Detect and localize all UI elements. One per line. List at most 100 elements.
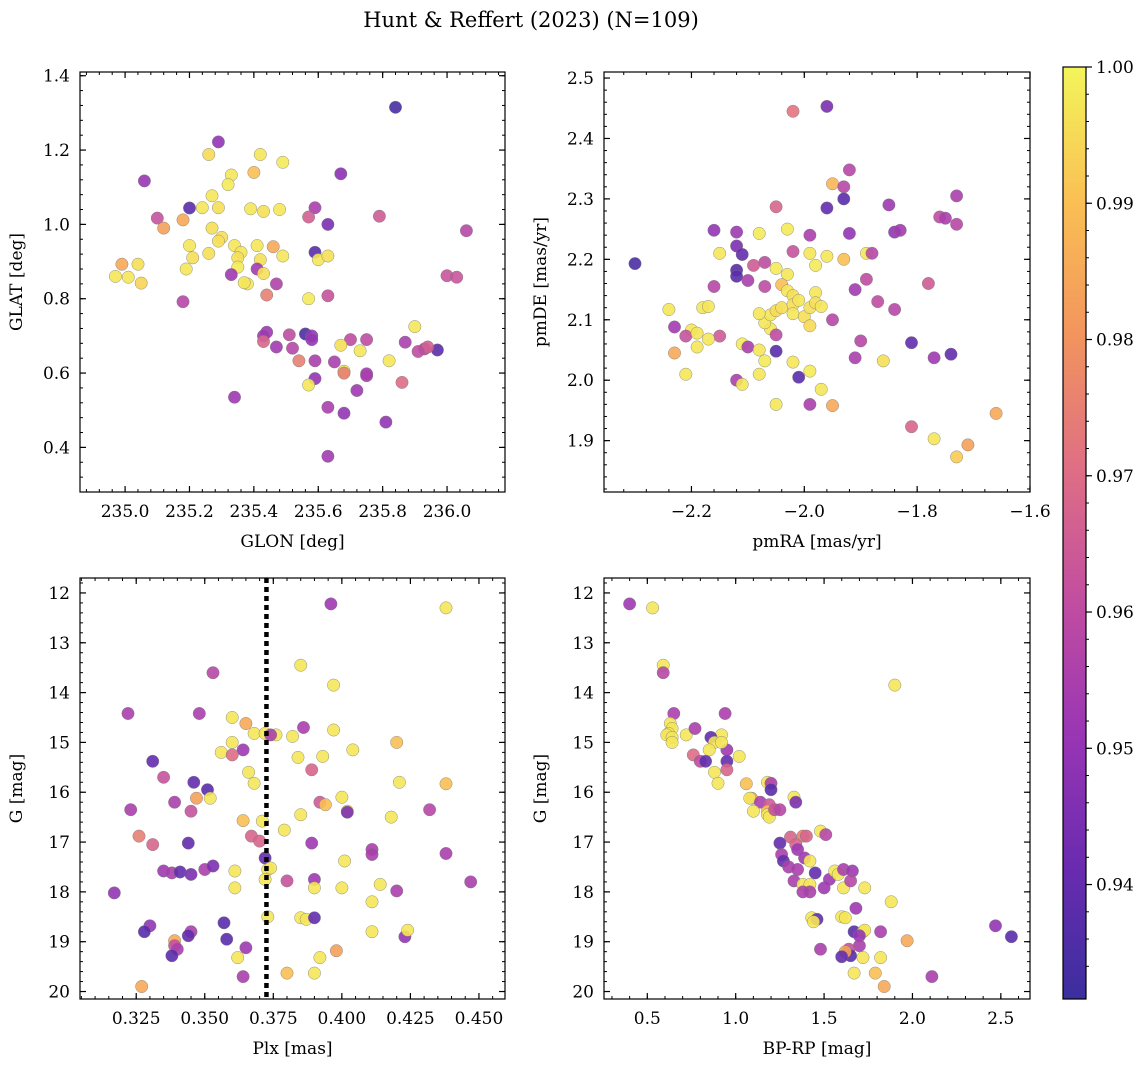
- scatter-point: [707, 223, 721, 237]
- scatter-point: [769, 261, 783, 275]
- scatter-point: [282, 328, 296, 342]
- scatter-point: [708, 765, 721, 779]
- scatter-point: [679, 329, 693, 343]
- scatter-point: [702, 300, 715, 313]
- scatter-point: [184, 804, 198, 818]
- scatter-point: [157, 221, 171, 235]
- y-tick-label: 2.2: [567, 250, 594, 270]
- x-tick-label: 235.8: [358, 502, 407, 522]
- scatter-point: [392, 775, 406, 789]
- y-tick-label: 0.6: [43, 364, 70, 384]
- x-axis-label: BP-RP [mag]: [763, 1039, 872, 1059]
- scatter-point: [286, 341, 299, 355]
- scatter-points: [623, 597, 1018, 993]
- y-tick-label: 20: [48, 983, 70, 1003]
- scatter-point: [257, 204, 270, 218]
- x-tick-label: 0.5: [634, 1009, 661, 1029]
- scatter-point: [228, 881, 242, 895]
- scatter-point: [168, 795, 182, 809]
- scatter-point: [814, 300, 828, 313]
- scatter-point: [286, 730, 299, 743]
- scatter-point: [321, 449, 335, 463]
- scatter-point: [247, 727, 261, 740]
- scatter-point: [337, 406, 351, 420]
- scatter-point: [344, 333, 357, 346]
- scatter-point: [411, 345, 425, 358]
- scatter-point: [792, 293, 806, 307]
- x-tick-label: 0.450: [455, 1009, 504, 1029]
- scatter-point: [668, 346, 681, 360]
- scatter-point: [807, 915, 820, 929]
- scatter-point: [379, 415, 393, 429]
- scatter-point: [884, 895, 898, 909]
- scatter-point: [758, 255, 772, 269]
- scatter-point: [837, 180, 851, 194]
- y-tick-label: 19: [48, 933, 70, 953]
- colorbar-tick-label: 0.97: [1096, 467, 1134, 487]
- scatter-point: [786, 307, 800, 321]
- scatter-point: [313, 951, 327, 964]
- scatter-point: [211, 135, 225, 149]
- scatter-point: [900, 934, 914, 948]
- scatter-point: [826, 313, 839, 327]
- colorbar-gradient: [1062, 66, 1087, 1000]
- y-tick-label: 18: [48, 883, 70, 903]
- scatter-point: [109, 269, 122, 283]
- scatter-point: [225, 711, 239, 724]
- scatter-point: [877, 980, 891, 993]
- scatter-point: [146, 754, 160, 768]
- x-tick-label: 0.400: [318, 1009, 367, 1029]
- x-tick-label: −2.0: [784, 502, 825, 522]
- scatter-point: [173, 865, 187, 879]
- x-tick-label: 235.6: [294, 502, 343, 522]
- scatter-point: [115, 257, 129, 271]
- scatter-point: [854, 334, 868, 348]
- x-tick-label: 0.375: [249, 1009, 298, 1029]
- scatter-point: [939, 211, 952, 225]
- panel-1: 235.0 235.2 235.4 235.6 235.8 236.0 0.4 0.6 0.8 1…: [7, 67, 506, 552]
- scatter-point: [679, 367, 693, 381]
- scatter-point: [769, 397, 783, 411]
- scatter-point: [820, 201, 834, 215]
- scatter-point: [157, 770, 171, 784]
- scatter-point: [662, 303, 676, 316]
- colorbar-tick-label: 1.00: [1096, 58, 1134, 78]
- scatter-point: [690, 340, 704, 354]
- scatter-point: [291, 751, 305, 764]
- x-tick-label: 235.2: [165, 502, 214, 522]
- scatter-point: [237, 276, 251, 290]
- scatter-point: [656, 666, 670, 680]
- scatter-point: [803, 397, 817, 411]
- scatter-point: [390, 884, 404, 898]
- scatter-point: [107, 886, 121, 900]
- scatter-point: [179, 262, 193, 276]
- x-tick-label: 1.0: [722, 1009, 749, 1029]
- scatter-point: [820, 249, 834, 263]
- scatter-point: [713, 329, 727, 343]
- scatter-point: [305, 836, 319, 850]
- scatter-point: [905, 336, 918, 350]
- scatter-point: [338, 854, 351, 868]
- scatter-point: [893, 223, 907, 237]
- scatter-point: [305, 763, 319, 777]
- scatter-point: [257, 335, 270, 348]
- scatter-point: [786, 245, 800, 258]
- scatter-point: [236, 970, 250, 983]
- scatter-point: [131, 257, 145, 271]
- scatter-point: [871, 295, 885, 308]
- y-tick-label: 12: [572, 584, 594, 604]
- colorbar-ticks: 0.94 0.95 0.96 0.97 0.98 0.99 1.00: [1086, 58, 1134, 967]
- scatter-point: [741, 274, 755, 287]
- colorbar-tick-label: 0.96: [1096, 603, 1134, 623]
- scatter-point: [292, 354, 306, 368]
- x-axis-label: GLON [deg]: [240, 532, 344, 552]
- scatter-point: [775, 301, 789, 315]
- x-axis-label: pmRA [mas/yr]: [752, 532, 881, 552]
- scatter-point: [439, 777, 453, 791]
- scatter-point: [382, 354, 396, 368]
- scatter-point: [843, 163, 856, 177]
- y-tick-label: 17: [572, 833, 594, 853]
- scatter-point: [922, 277, 935, 290]
- scatter-point: [269, 277, 283, 291]
- scatter-point: [713, 246, 727, 260]
